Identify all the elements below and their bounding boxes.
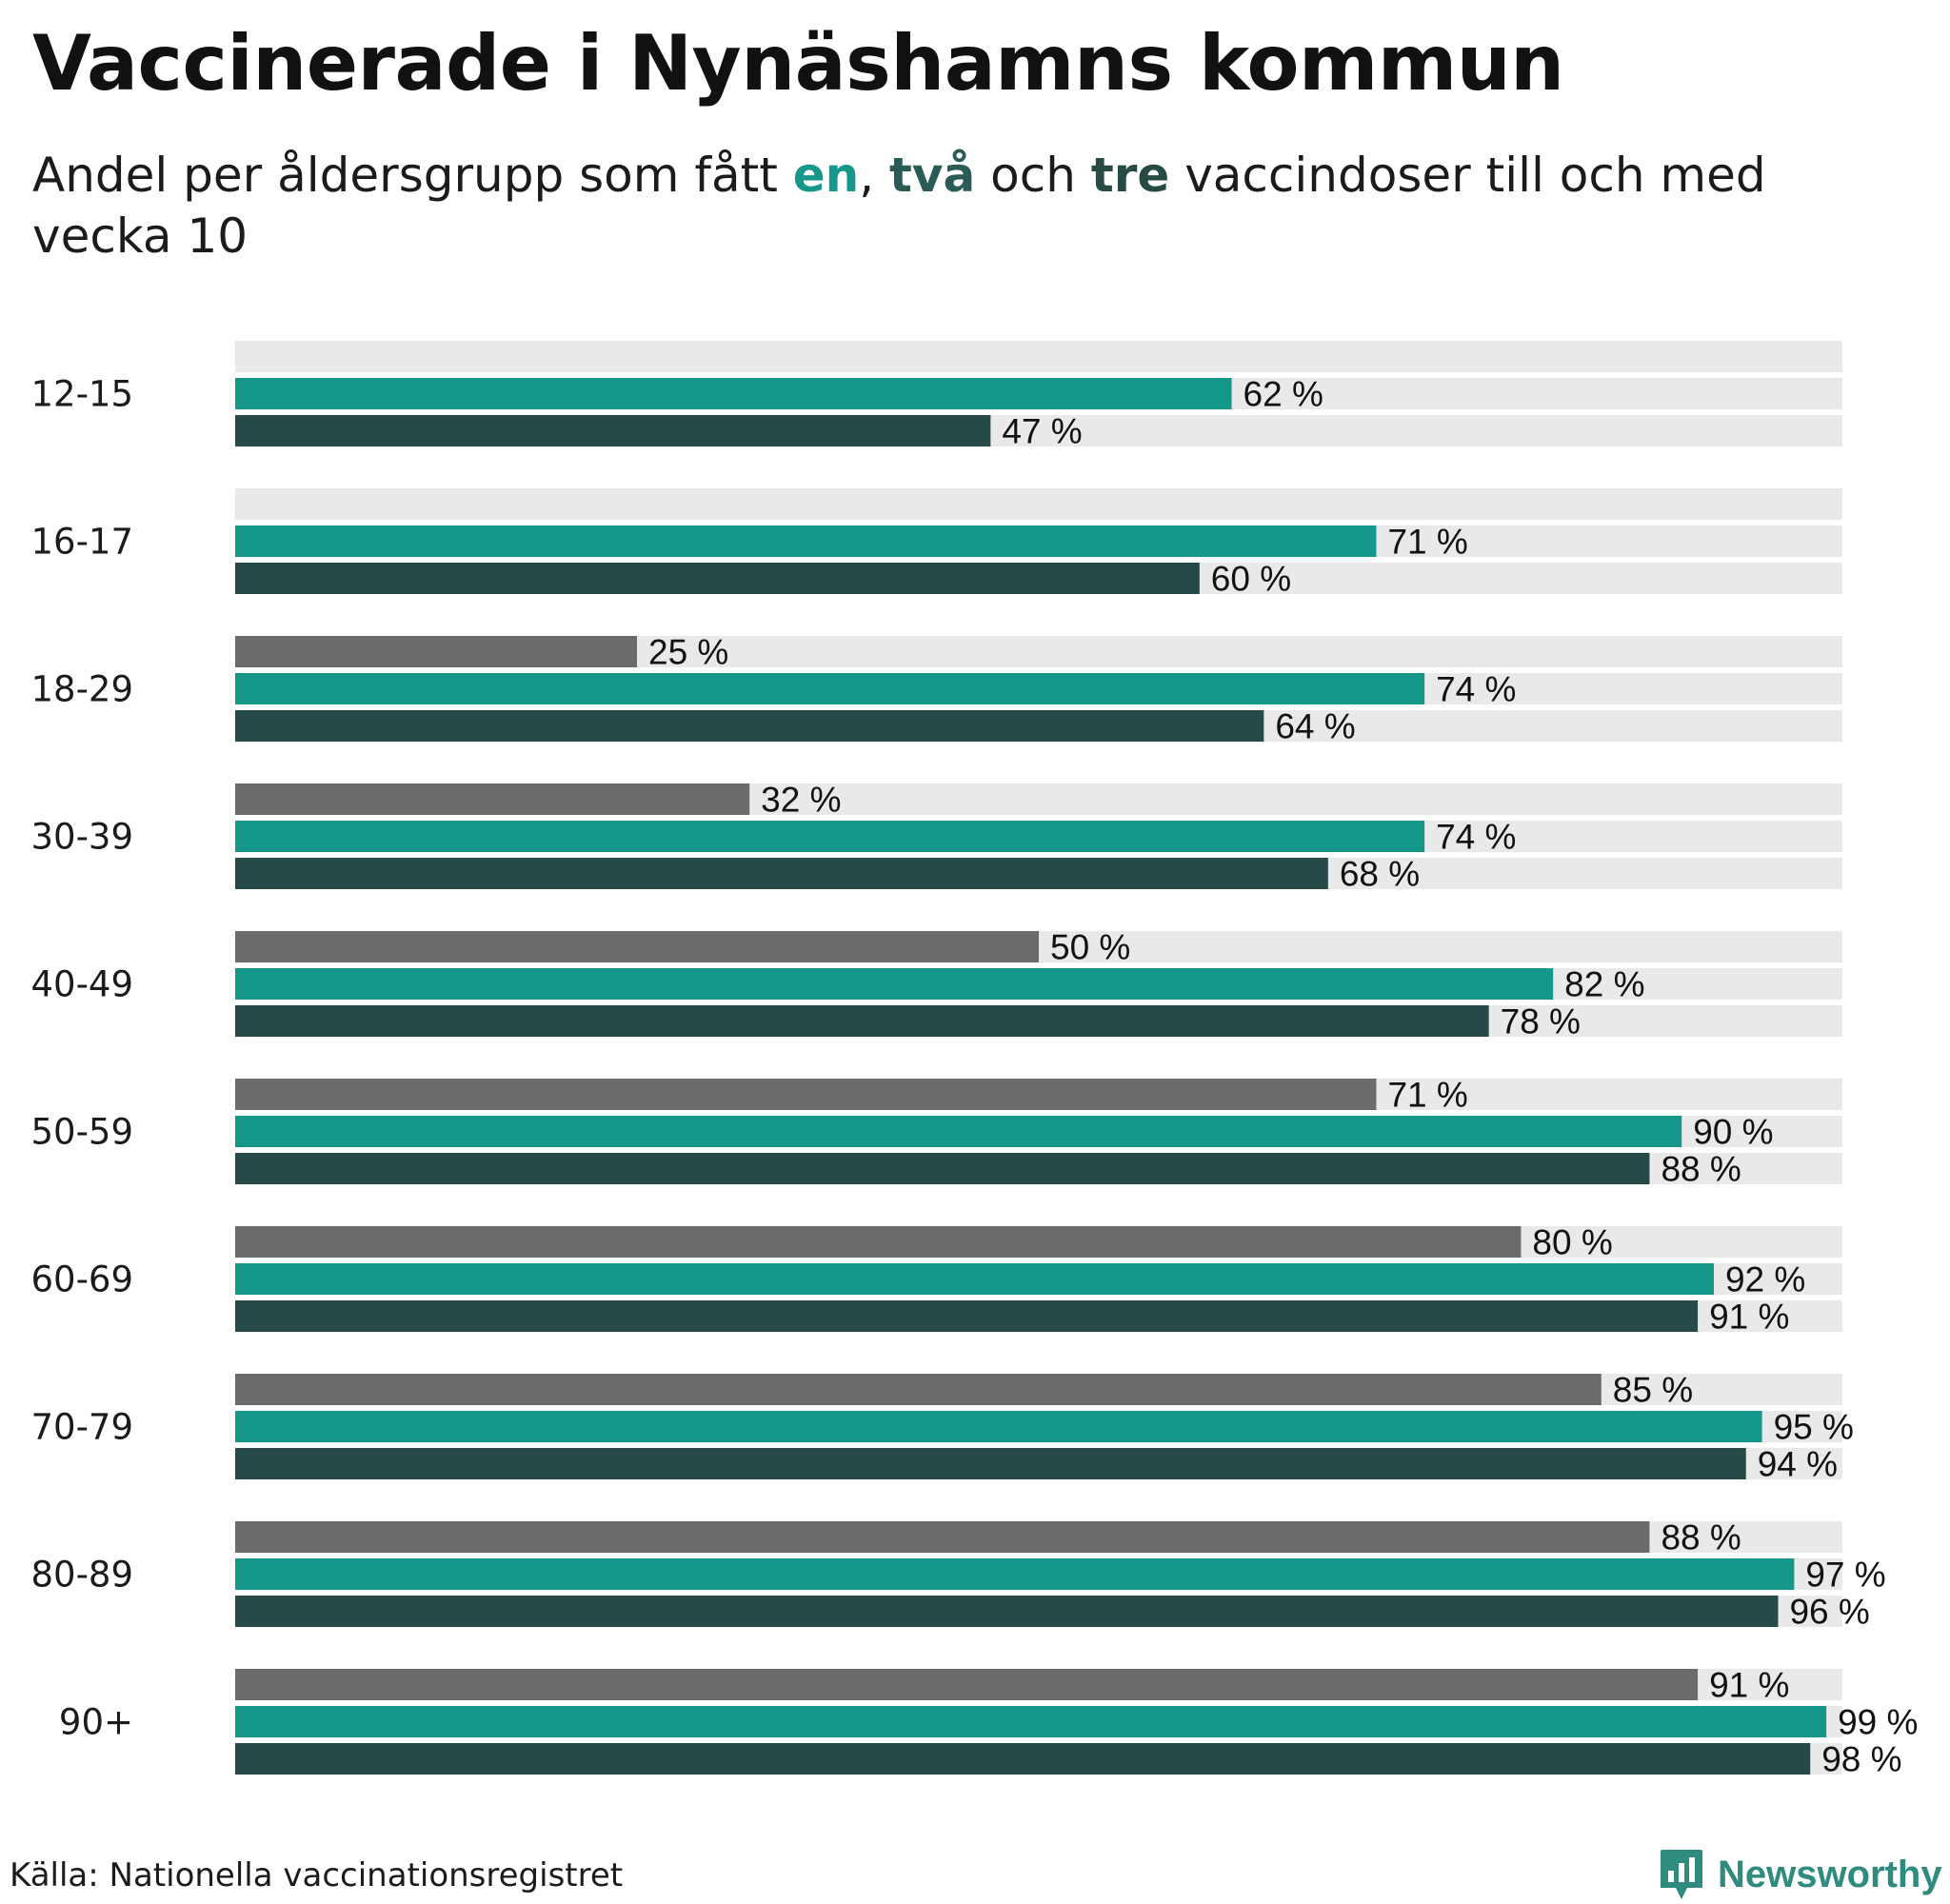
subtitle-suffix: vaccindoser till och med vecka 10: [32, 148, 1766, 264]
value-label: 88 %: [1661, 1518, 1741, 1557]
bar-tre: [235, 636, 637, 667]
value-label: 68 %: [1340, 855, 1420, 894]
bar-två: [235, 1153, 1650, 1184]
value-label: 78 %: [1501, 1002, 1581, 1041]
subtitle-dose-two: två: [889, 148, 976, 203]
value-label: 91 %: [1709, 1298, 1789, 1337]
value-label: 95 %: [1774, 1408, 1854, 1447]
value-label: 91 %: [1709, 1666, 1789, 1705]
value-label: 74 %: [1436, 670, 1516, 709]
value-label: 96 %: [1789, 1593, 1869, 1632]
value-label: 98 %: [1821, 1740, 1901, 1779]
value-label: 97 %: [1805, 1556, 1885, 1595]
bar-två: [235, 1743, 1811, 1775]
age-group-label: 18-29: [30, 669, 133, 710]
bar-tre: [235, 1226, 1522, 1258]
brand-name: Newsworthy: [1718, 1853, 1942, 1895]
bar-en: [235, 1116, 1682, 1147]
bar-två: [235, 1005, 1489, 1037]
subtitle-separator: ,: [859, 148, 890, 203]
bar-en: [235, 378, 1232, 409]
bar-tre: [235, 783, 750, 815]
value-label: 25 %: [648, 633, 728, 672]
chart-title: Vaccinerade i Nynäshamns kommun: [32, 19, 1564, 108]
bar-två: [235, 710, 1264, 742]
age-group-label: 60-69: [30, 1259, 133, 1300]
value-label: 32 %: [761, 781, 841, 820]
subtitle-dose-one: en: [792, 148, 860, 203]
bar-track: [235, 488, 1842, 520]
source-note: Källa: Nationella vaccinationsregistret: [10, 1856, 624, 1894]
value-label: 94 %: [1758, 1445, 1838, 1484]
brand: Newsworthy: [1659, 1847, 1942, 1902]
bar-en: [235, 1411, 1762, 1442]
bar-tre: [235, 1669, 1699, 1700]
age-group-label: 12-15: [30, 374, 133, 415]
age-group-label: 40-49: [30, 964, 133, 1005]
bar-två: [235, 415, 991, 446]
bar-tre: [235, 1079, 1377, 1110]
age-group-label: 80-89: [30, 1555, 133, 1596]
bar-en: [235, 968, 1554, 1000]
value-label: 71 %: [1387, 1076, 1467, 1115]
subtitle-dose-three: tre: [1090, 148, 1170, 203]
bar-två: [235, 858, 1328, 889]
bar-två: [235, 1300, 1699, 1332]
bar-en: [235, 1263, 1714, 1295]
chart-subtitle: Andel per åldersgrupp som fått en, två o…: [32, 145, 1880, 267]
bar-tre: [235, 1374, 1602, 1405]
age-group-label: 70-79: [30, 1407, 133, 1448]
bar-en: [235, 821, 1425, 852]
subtitle-middle: och: [975, 148, 1091, 203]
value-label: 47 %: [1002, 412, 1082, 451]
value-label: 88 %: [1661, 1150, 1741, 1189]
value-label: 71 %: [1387, 523, 1467, 562]
bar-två: [235, 563, 1200, 594]
newsworthy-logo-icon: [1661, 1850, 1702, 1899]
value-label: 85 %: [1613, 1371, 1693, 1410]
value-label: 64 %: [1275, 707, 1355, 746]
value-label: 80 %: [1532, 1223, 1612, 1262]
bar-två: [235, 1448, 1746, 1479]
bar-en: [235, 673, 1425, 704]
age-group-label: 16-17: [30, 522, 133, 563]
age-group-label: 50-59: [30, 1112, 133, 1153]
bar-två: [235, 1596, 1779, 1627]
value-label: 82 %: [1564, 965, 1644, 1004]
value-label: 74 %: [1436, 818, 1516, 857]
bar-tre: [235, 931, 1039, 962]
bar-en: [235, 526, 1377, 557]
bar-tre: [235, 1521, 1650, 1553]
value-label: 60 %: [1211, 560, 1291, 599]
value-label: 50 %: [1050, 928, 1130, 967]
bar-track: [235, 341, 1842, 372]
bar-chart: 12-15 62 % 47 % 16-17 71 % 60 % 18-29 25 % 74 % 6…: [30, 341, 1918, 1779]
value-label: 99 %: [1838, 1703, 1918, 1742]
age-group-label: 30-39: [30, 817, 133, 858]
age-group-label: 90+: [59, 1702, 133, 1743]
value-label: 92 %: [1725, 1260, 1805, 1299]
value-label: 90 %: [1693, 1113, 1773, 1152]
bar-en: [235, 1558, 1795, 1590]
bar-en: [235, 1706, 1827, 1737]
subtitle-prefix: Andel per åldersgrupp som fått: [32, 148, 793, 203]
value-label: 62 %: [1244, 375, 1323, 414]
